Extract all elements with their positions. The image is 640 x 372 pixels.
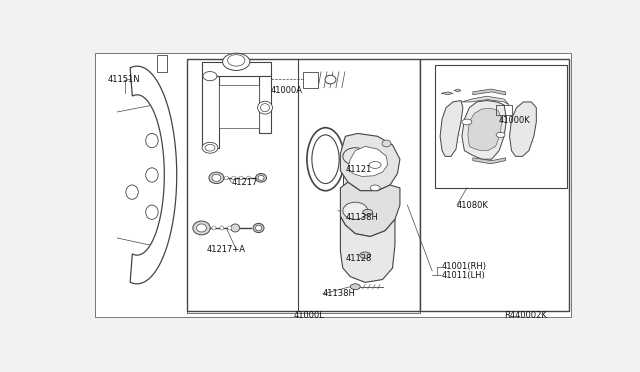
Polygon shape: [202, 76, 219, 148]
Ellipse shape: [360, 252, 371, 258]
Polygon shape: [157, 55, 167, 72]
Ellipse shape: [260, 104, 269, 112]
Ellipse shape: [255, 173, 266, 182]
Text: 41000L: 41000L: [293, 311, 324, 320]
Ellipse shape: [212, 174, 221, 182]
Ellipse shape: [363, 209, 372, 215]
Polygon shape: [473, 158, 506, 164]
Ellipse shape: [228, 55, 245, 66]
Circle shape: [496, 132, 505, 137]
Text: 41138H: 41138H: [323, 289, 356, 298]
Ellipse shape: [225, 176, 228, 180]
Ellipse shape: [325, 75, 336, 84]
Ellipse shape: [246, 176, 251, 180]
Text: R440002K: R440002K: [504, 311, 547, 320]
Ellipse shape: [239, 176, 243, 180]
Ellipse shape: [307, 128, 344, 191]
Polygon shape: [259, 76, 271, 134]
Text: 41011(LH): 41011(LH): [442, 271, 486, 280]
Ellipse shape: [255, 225, 262, 231]
Ellipse shape: [203, 71, 217, 81]
Ellipse shape: [196, 224, 207, 232]
Ellipse shape: [343, 148, 368, 165]
Ellipse shape: [126, 185, 138, 199]
Text: 41151N: 41151N: [108, 74, 140, 83]
Polygon shape: [473, 89, 506, 95]
Polygon shape: [219, 85, 259, 128]
Ellipse shape: [382, 140, 391, 147]
Ellipse shape: [146, 205, 158, 219]
Ellipse shape: [205, 144, 215, 151]
Text: 41000K: 41000K: [499, 116, 531, 125]
Polygon shape: [468, 108, 502, 151]
Ellipse shape: [146, 134, 158, 148]
Polygon shape: [462, 100, 507, 159]
Text: 41217+A: 41217+A: [207, 245, 246, 254]
Ellipse shape: [343, 202, 368, 219]
Ellipse shape: [223, 53, 250, 70]
Polygon shape: [454, 89, 461, 92]
Ellipse shape: [209, 172, 224, 183]
Ellipse shape: [231, 224, 240, 232]
Polygon shape: [435, 65, 567, 188]
Polygon shape: [340, 182, 400, 237]
Ellipse shape: [350, 284, 360, 289]
Polygon shape: [130, 66, 177, 284]
Text: 41128: 41128: [346, 254, 372, 263]
Ellipse shape: [257, 101, 273, 114]
Text: 41121: 41121: [346, 165, 372, 174]
Circle shape: [462, 119, 472, 125]
Polygon shape: [441, 92, 453, 95]
Polygon shape: [187, 59, 420, 311]
Polygon shape: [95, 53, 571, 317]
Ellipse shape: [312, 135, 339, 183]
Polygon shape: [440, 100, 463, 156]
Circle shape: [370, 185, 380, 191]
Ellipse shape: [220, 226, 224, 230]
Ellipse shape: [232, 176, 236, 180]
Polygon shape: [462, 96, 509, 105]
Ellipse shape: [258, 175, 264, 180]
Polygon shape: [340, 217, 395, 282]
Polygon shape: [303, 72, 318, 87]
Ellipse shape: [146, 168, 158, 182]
Text: 41217: 41217: [231, 178, 258, 187]
Ellipse shape: [212, 226, 216, 230]
Ellipse shape: [193, 221, 210, 235]
Ellipse shape: [202, 142, 218, 153]
Polygon shape: [202, 62, 271, 76]
Polygon shape: [348, 146, 388, 176]
Text: 41080K: 41080K: [457, 201, 489, 209]
Polygon shape: [420, 59, 568, 311]
Polygon shape: [343, 156, 368, 211]
Polygon shape: [340, 134, 400, 191]
Circle shape: [369, 161, 381, 169]
Text: 41138H: 41138H: [346, 214, 378, 222]
Polygon shape: [509, 102, 536, 156]
Ellipse shape: [228, 226, 232, 230]
Ellipse shape: [253, 223, 264, 232]
Text: 41001(RH): 41001(RH): [442, 262, 487, 271]
Text: 41000A: 41000A: [271, 86, 303, 95]
